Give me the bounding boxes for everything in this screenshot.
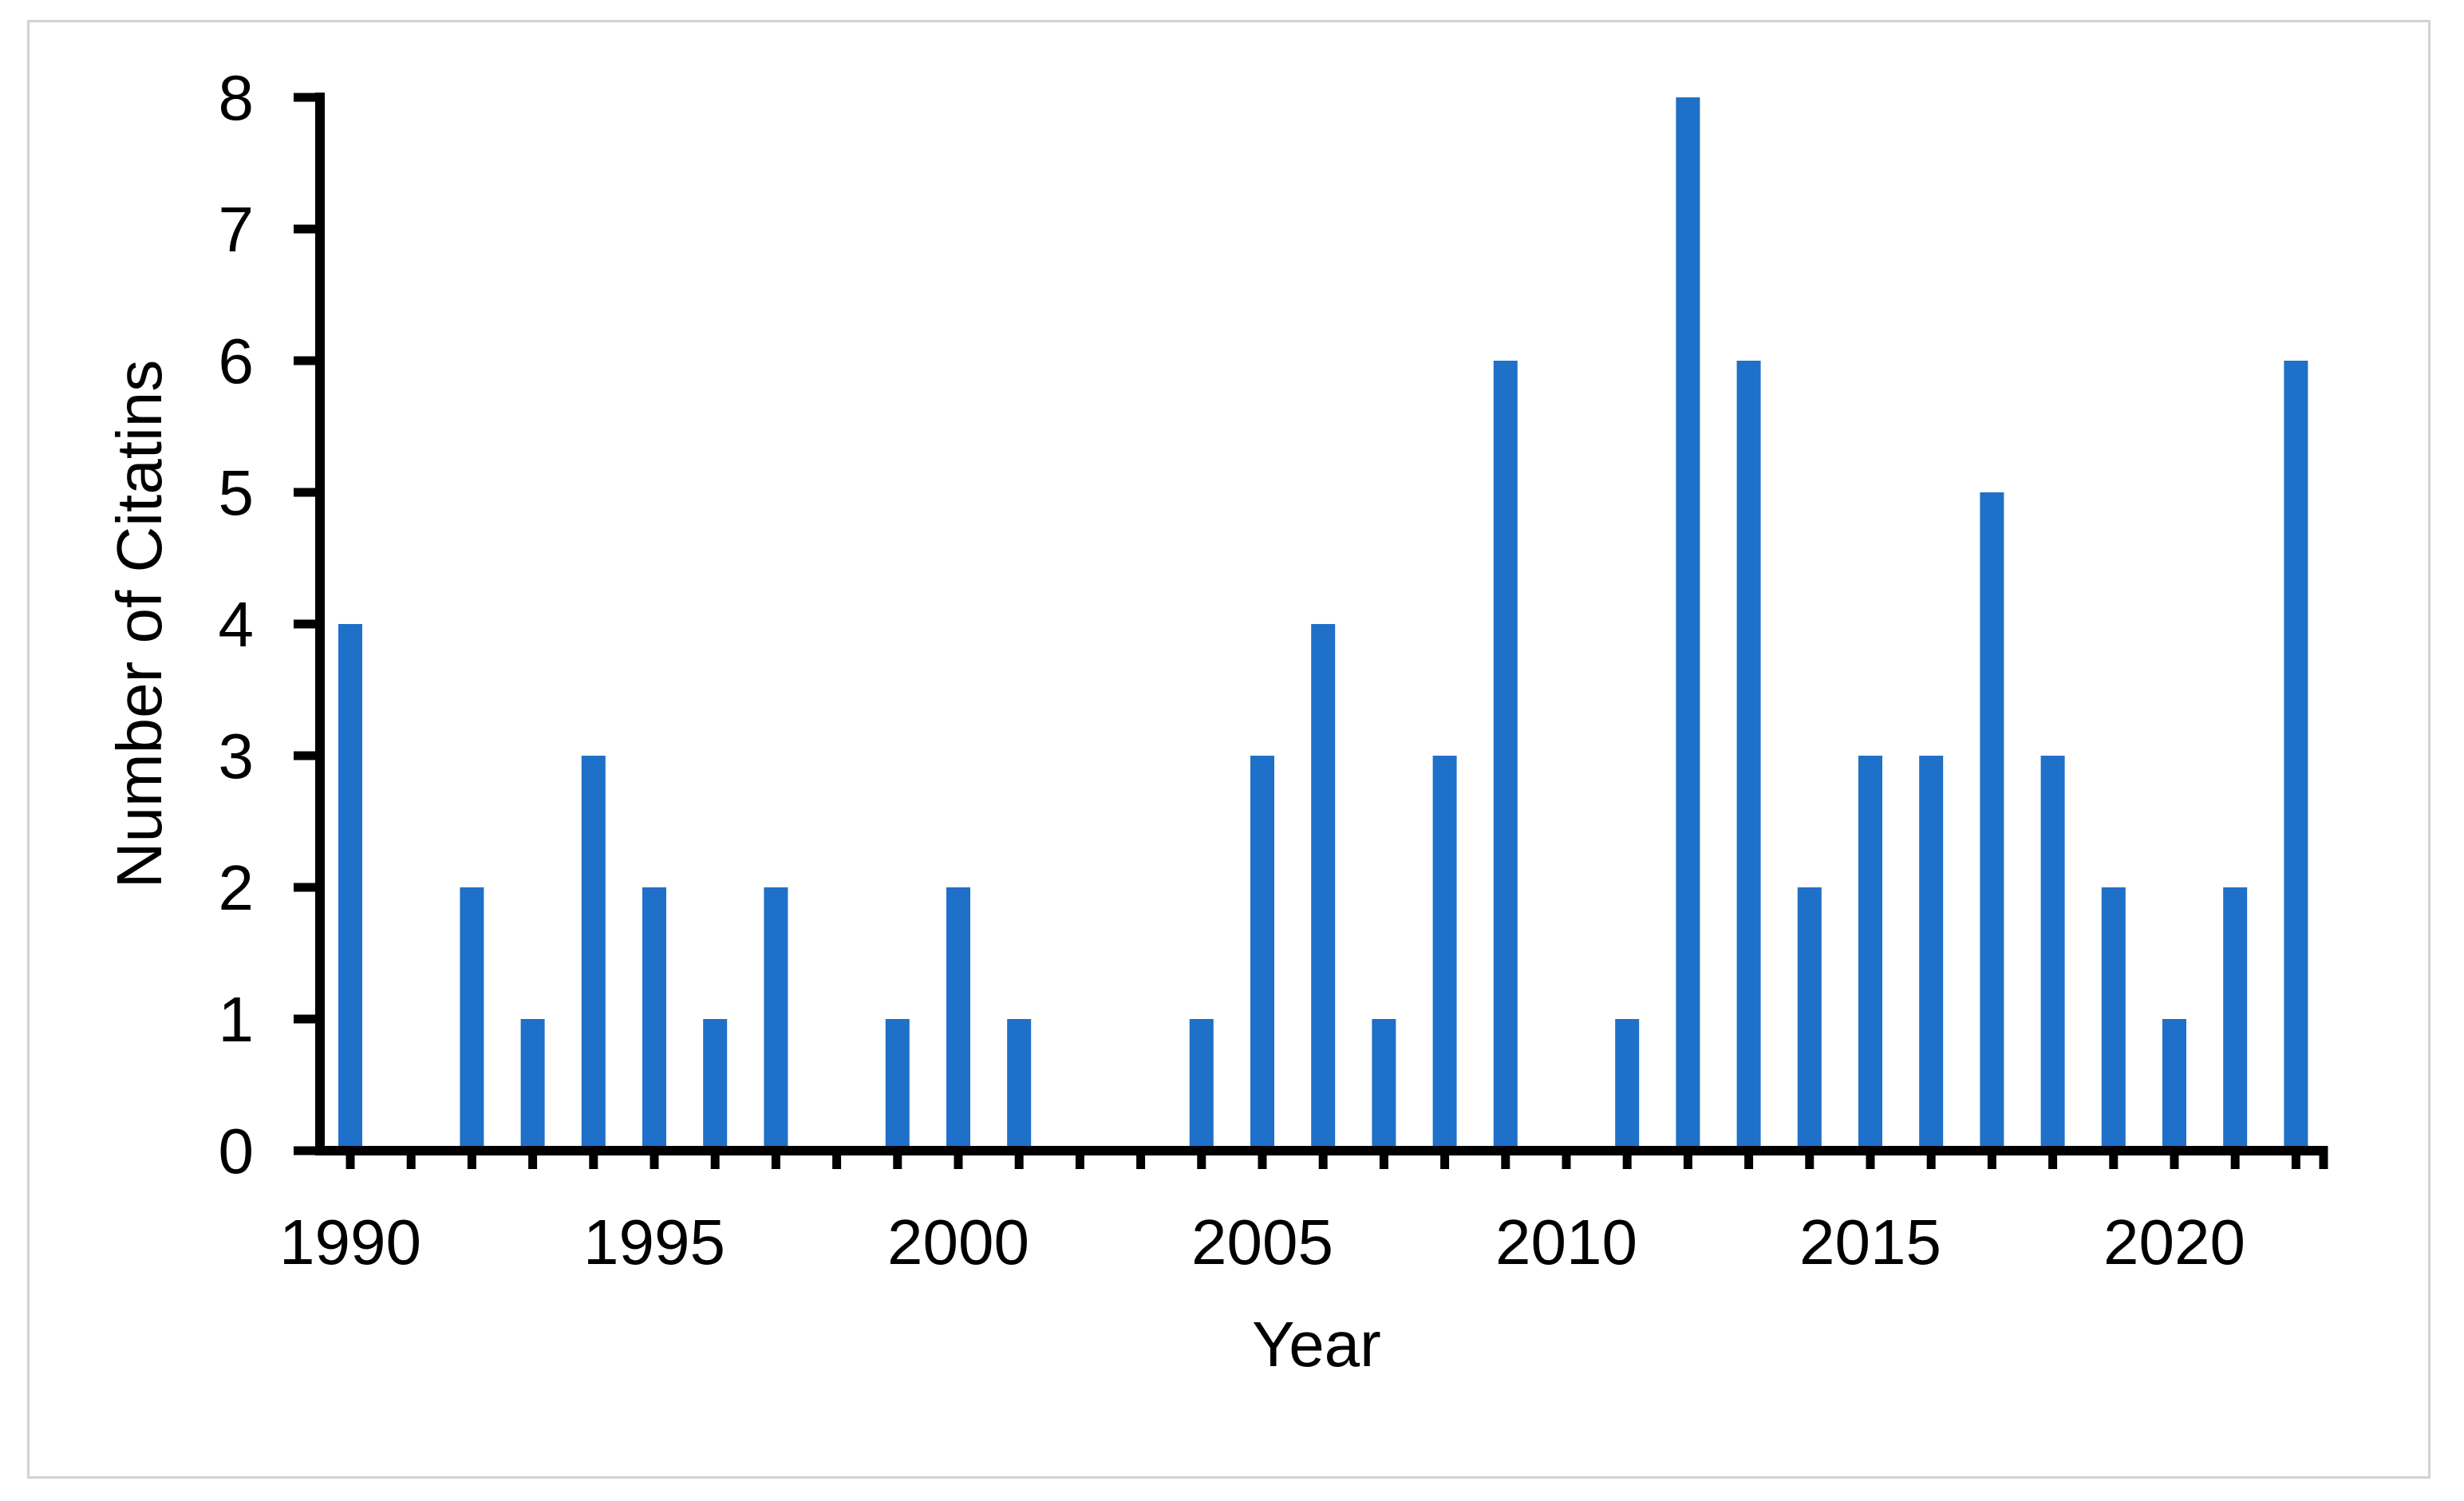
bar-1993 [520, 1019, 545, 1151]
y-axis-title: Number of Citatins [104, 360, 175, 888]
x-tick-label-2020: 2020 [2103, 1207, 2245, 1278]
y-tick-label-2: 2 [219, 852, 255, 923]
bar-2020 [2162, 1019, 2186, 1151]
y-tick-label-7: 7 [219, 194, 255, 265]
x-tick-label-2010: 2010 [1495, 1207, 1637, 1278]
bar-2018 [2040, 756, 2065, 1151]
bar-2001 [1007, 1019, 1032, 1151]
bar-2007 [1372, 1019, 1396, 1151]
bar-2013 [1736, 361, 1761, 1151]
figure-frame [27, 20, 2430, 1479]
bar-2021 [2223, 887, 2248, 1151]
tick-labels-layer: 0 1 2 3 4 5 6 7 8 1990 1995 2000 2005 2010 2015 2020 [219, 62, 2245, 1278]
bar-2017 [1980, 492, 2004, 1151]
x-tick-label-1995: 1995 [583, 1207, 725, 1278]
y-tick-label-5: 5 [219, 457, 255, 528]
x-axis-title: Year [1252, 1309, 1381, 1380]
bar-2006 [1311, 624, 1336, 1151]
bar-2019 [2101, 887, 2126, 1151]
x-tick-label-2000: 2000 [887, 1207, 1029, 1278]
bar-1995 [642, 887, 666, 1151]
bar-2016 [1919, 756, 1944, 1151]
bar-2022 [2284, 361, 2308, 1151]
bar-2008 [1432, 756, 1457, 1151]
axes-layer [294, 93, 2328, 1169]
bar-2014 [1797, 887, 1822, 1151]
y-tick-label-8: 8 [219, 62, 255, 133]
y-tick-label-6: 6 [219, 326, 255, 397]
x-tick-label-2015: 2015 [1799, 1207, 1941, 1278]
bar-1994 [581, 756, 606, 1151]
x-tick-label-2005: 2005 [1191, 1207, 1333, 1278]
bar-1999 [885, 1019, 910, 1151]
bar-2012 [1676, 97, 1700, 1151]
bar-2009 [1493, 361, 1518, 1151]
bar-1996 [703, 1019, 728, 1151]
bar-2004 [1189, 1019, 1214, 1151]
y-tick-label-0: 0 [219, 1116, 255, 1187]
bars-layer [338, 97, 2308, 1151]
bar-2011 [1615, 1019, 1640, 1151]
y-tick-label-1: 1 [219, 984, 255, 1055]
y-tick-label-4: 4 [219, 589, 255, 660]
bar-1990 [338, 624, 362, 1151]
bar-1992 [460, 887, 484, 1151]
bar-2000 [946, 887, 970, 1151]
bar-1997 [764, 887, 788, 1151]
bar-2005 [1250, 756, 1274, 1151]
y-tick-label-3: 3 [219, 721, 255, 792]
bar-2015 [1858, 756, 1882, 1151]
x-tick-label-1990: 1990 [279, 1207, 421, 1278]
